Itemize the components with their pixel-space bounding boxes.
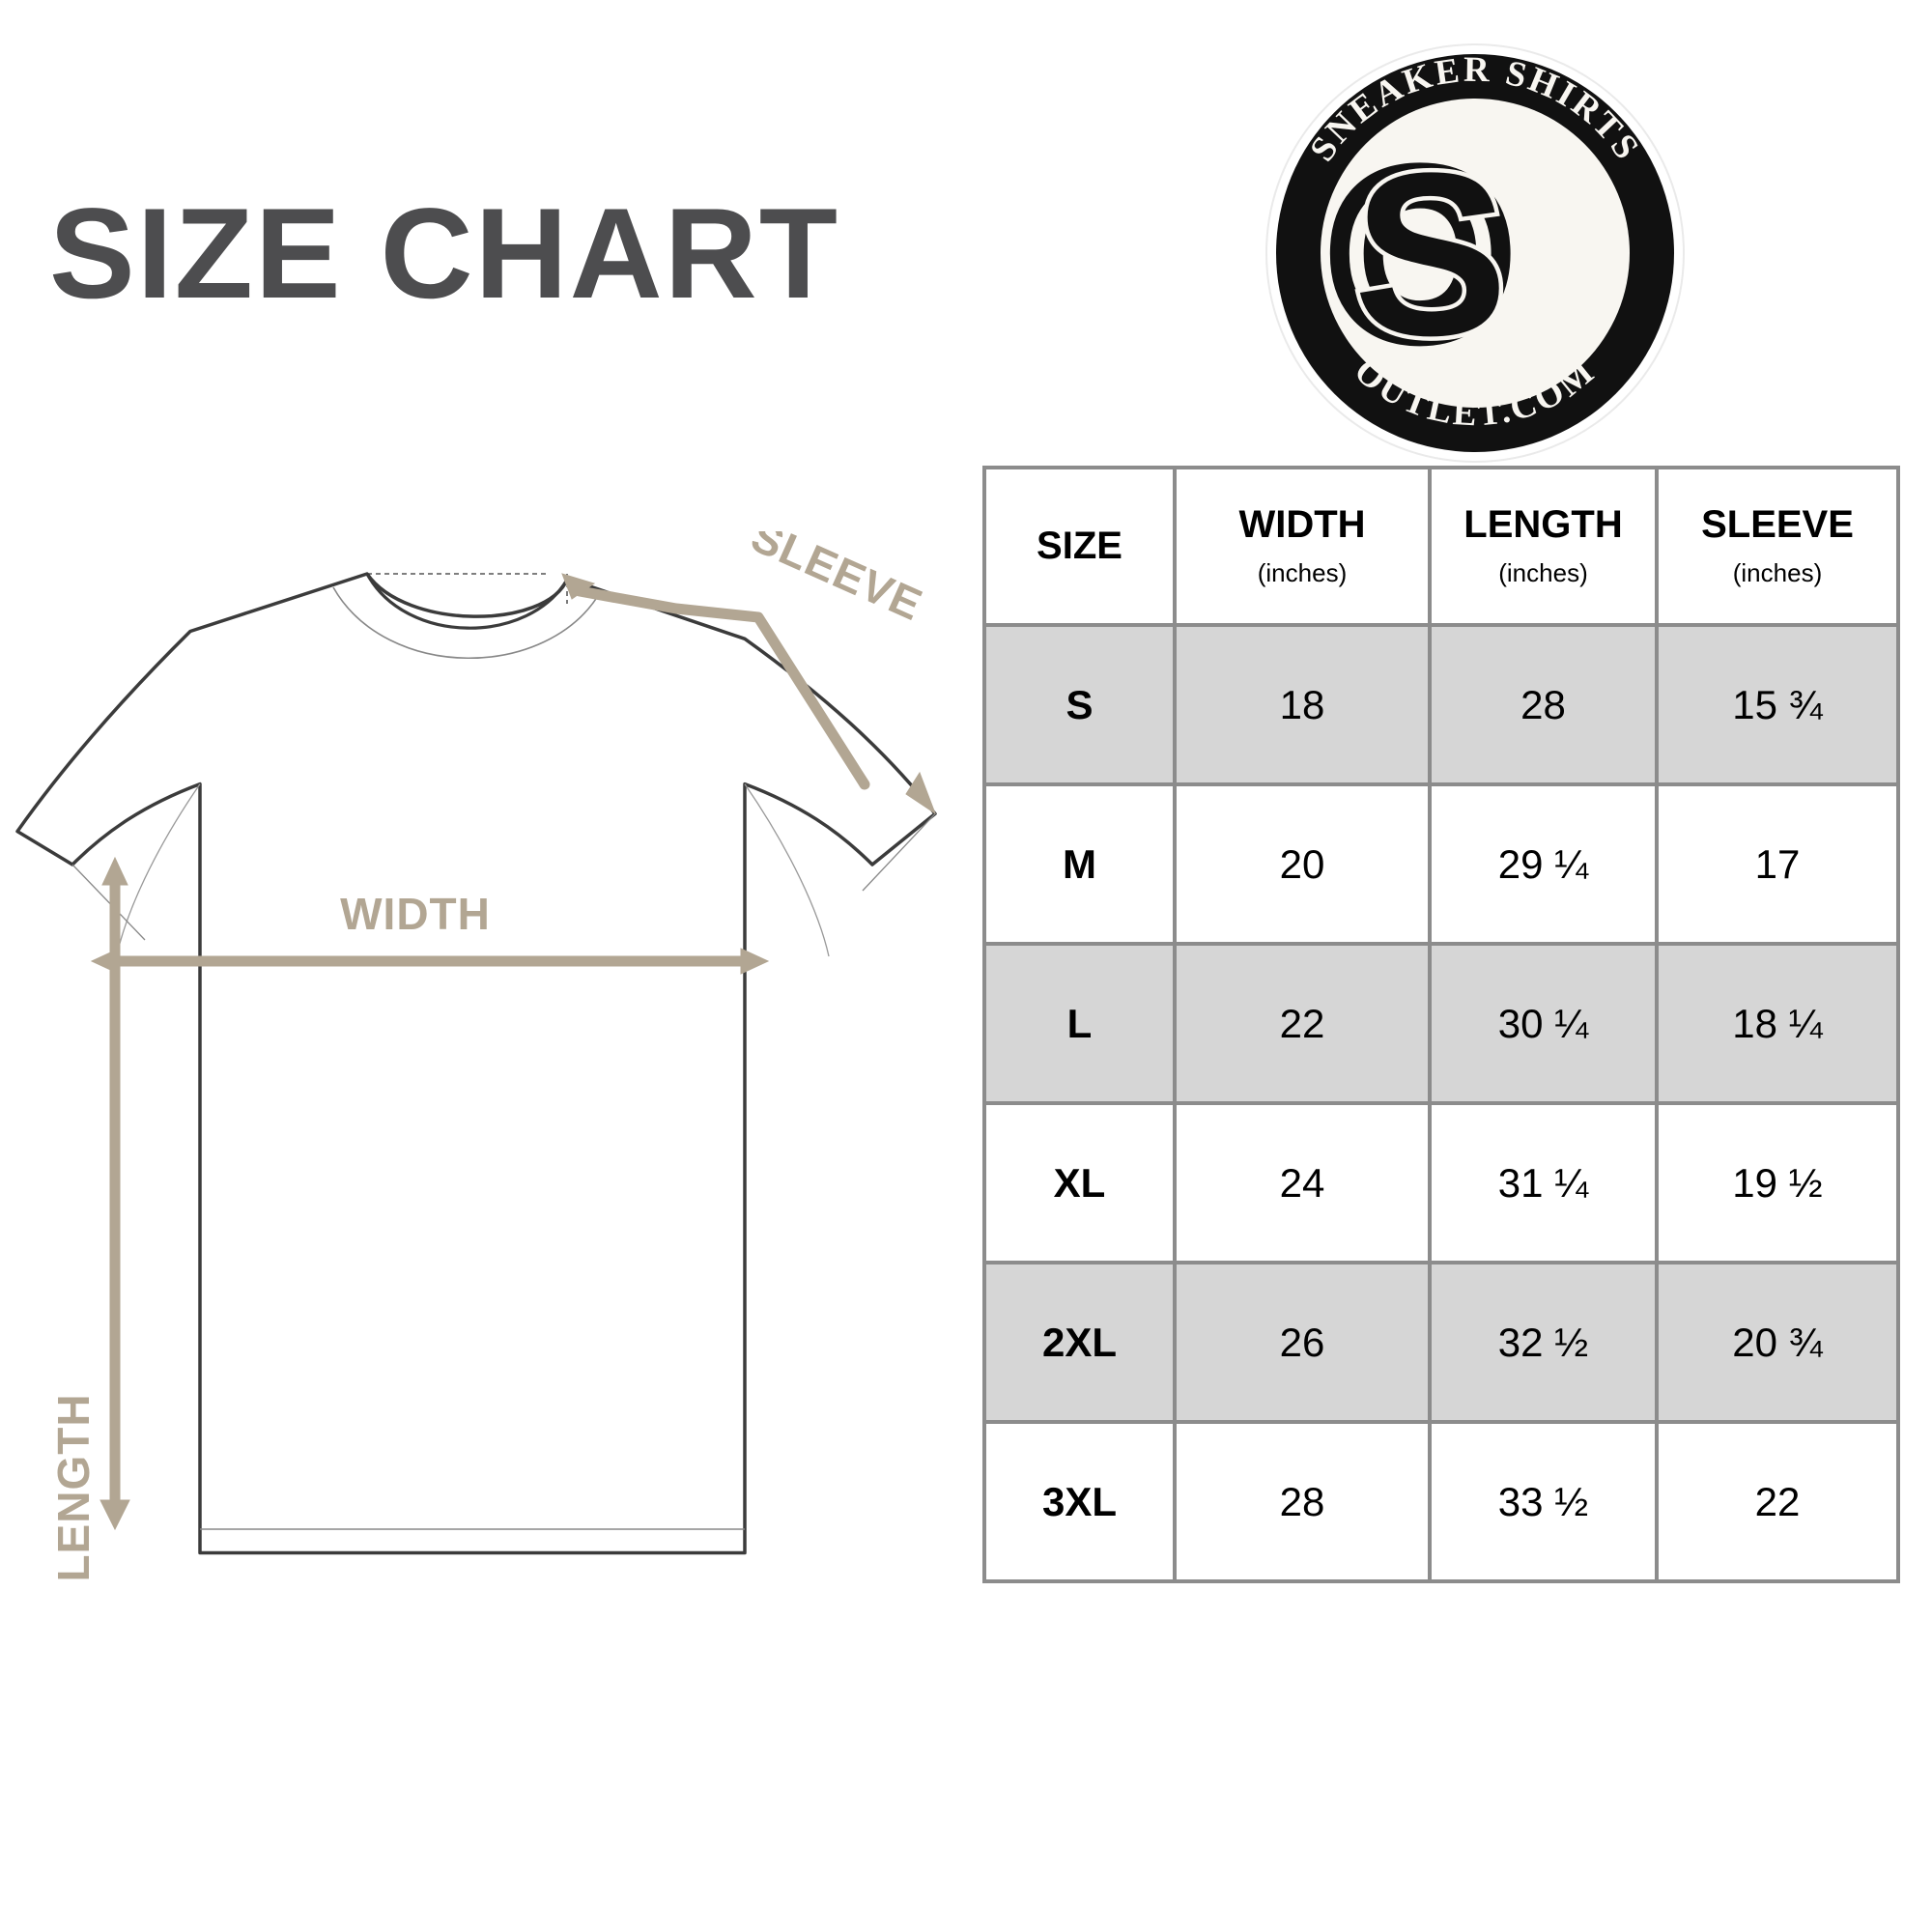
svg-text:S: S — [1353, 125, 1508, 384]
svg-text:LENGTH: LENGTH — [48, 1393, 99, 1581]
svg-text:WIDTH: WIDTH — [340, 889, 491, 939]
svg-text:SLEEVE: SLEEVE — [744, 531, 929, 630]
